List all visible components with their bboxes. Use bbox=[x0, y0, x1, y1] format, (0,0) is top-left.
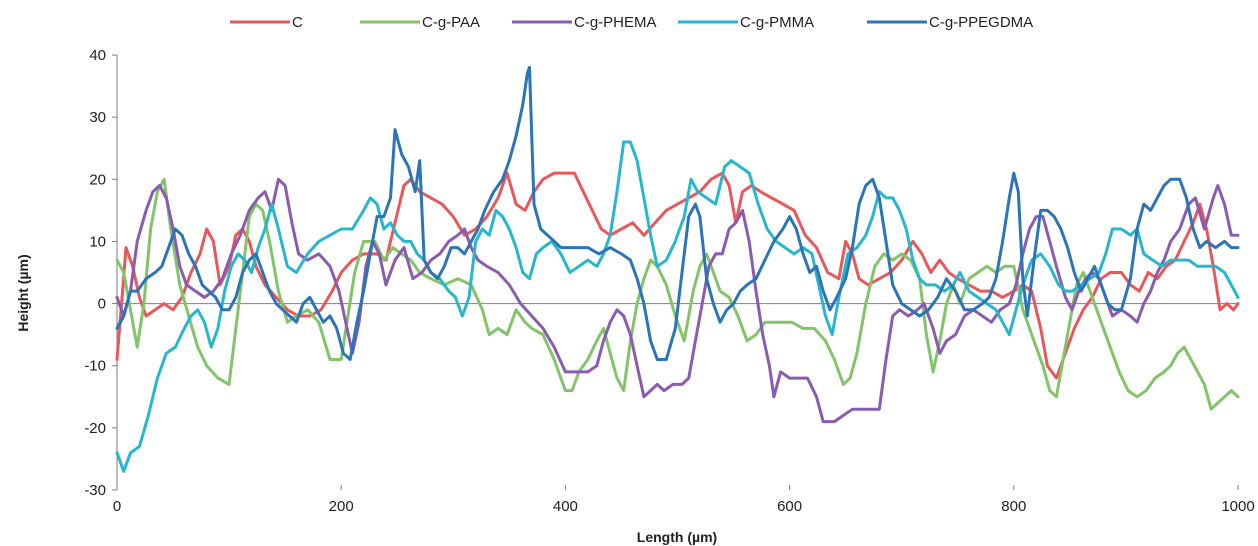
legend-label: C-g-PMMA bbox=[740, 14, 814, 31]
x-tick-label: 1000 bbox=[1221, 498, 1254, 515]
x-tick-label: 400 bbox=[553, 498, 578, 515]
series-line-c-g-pmma bbox=[115, 140, 1240, 473]
x-tick-label: 0 bbox=[113, 498, 121, 515]
x-tick-label: 600 bbox=[777, 498, 802, 515]
legend-label: C-g-PHEMA bbox=[574, 14, 657, 31]
series-line-c bbox=[115, 171, 1240, 380]
x-tick-label: 800 bbox=[1001, 498, 1026, 515]
series-group bbox=[115, 65, 1240, 473]
legend: C C-g-PAA C-g-PHEMA C-g-PMMA C-g-PPEGDMA bbox=[230, 14, 1033, 31]
legend-label: C-g-PPEGDMA bbox=[929, 14, 1033, 31]
x-axis-title: Length (µm) bbox=[637, 529, 717, 545]
series-line-c-g-paa bbox=[115, 177, 1240, 411]
series-line-c-g-phema bbox=[115, 177, 1240, 424]
y-tick-label: 30 bbox=[89, 109, 106, 126]
y-tick-label: 0 bbox=[98, 296, 106, 313]
y-tick-label: -30 bbox=[84, 482, 106, 499]
y-tick-label: -10 bbox=[84, 358, 106, 375]
y-tick-label: -20 bbox=[84, 420, 106, 437]
y-axis-title: Height (µm) bbox=[15, 254, 31, 331]
x-tick-label: 200 bbox=[329, 498, 354, 515]
y-tick-label: 10 bbox=[89, 233, 106, 250]
legend-label: C bbox=[292, 14, 303, 31]
y-tick-label: 40 bbox=[89, 47, 106, 64]
legend-label: C-g-PAA bbox=[422, 14, 480, 31]
series-line-c-g-ppegdma bbox=[115, 65, 1240, 361]
y-tick-label: 20 bbox=[89, 171, 106, 188]
